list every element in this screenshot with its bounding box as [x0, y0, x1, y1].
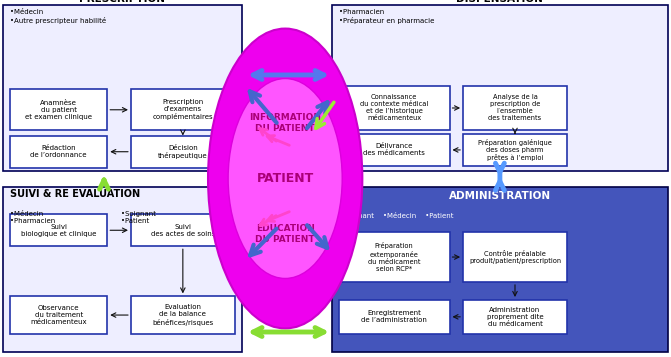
Text: Anamnèse
du patient
et examen clinique: Anamnèse du patient et examen clinique: [25, 100, 92, 120]
Text: Prescription
d’examens
complémentaires: Prescription d’examens complémentaires: [152, 99, 213, 120]
Text: Contrôle préalable
produit/patient/prescription: Contrôle préalable produit/patient/presc…: [469, 250, 561, 264]
Text: Délivrance
des médicaments: Délivrance des médicaments: [363, 144, 425, 156]
Text: Observance
du traitement
médicamenteux: Observance du traitement médicamenteux: [30, 305, 87, 325]
Text: Décision
thérapeutique: Décision thérapeutique: [158, 145, 207, 159]
FancyBboxPatch shape: [10, 214, 107, 246]
Text: •Pharmacien
•Préparateur en pharmacie: •Pharmacien •Préparateur en pharmacie: [339, 9, 434, 24]
FancyBboxPatch shape: [10, 296, 107, 334]
FancyBboxPatch shape: [10, 136, 107, 168]
Text: •Médecin
•Autre prescripteur habilité: •Médecin •Autre prescripteur habilité: [10, 9, 106, 24]
FancyBboxPatch shape: [463, 134, 567, 166]
Text: •Soignant    •Médecin    •Patient: •Soignant •Médecin •Patient: [339, 212, 454, 220]
FancyBboxPatch shape: [131, 296, 235, 334]
Ellipse shape: [208, 29, 362, 328]
Text: Préparation galénique
des doses pharm
prêtes à l’emploi: Préparation galénique des doses pharm pr…: [478, 139, 552, 161]
Text: Evaluation
de la balance
bénéfices/risques: Evaluation de la balance bénéfices/risqu…: [152, 305, 213, 326]
FancyBboxPatch shape: [463, 232, 567, 282]
Text: Analyse de la
prescription de
l’ensemble
des traitements: Analyse de la prescription de l’ensemble…: [488, 95, 541, 121]
Ellipse shape: [228, 79, 342, 278]
Text: PATIENT: PATIENT: [256, 172, 314, 185]
Text: DISPENSATION: DISPENSATION: [456, 0, 544, 4]
Text: •Médecin
•Pharmacien: •Médecin •Pharmacien: [10, 211, 55, 224]
Text: INFORMATION
DU PATIENT: INFORMATION DU PATIENT: [249, 114, 321, 133]
FancyBboxPatch shape: [332, 5, 668, 171]
Text: SUIVI & RE EVALUATION: SUIVI & RE EVALUATION: [10, 189, 140, 199]
Text: Administration
proprement dite
du médicament: Administration proprement dite du médica…: [486, 307, 544, 327]
Text: ÉDUCATION
DU PATIENT: ÉDUCATION DU PATIENT: [256, 224, 315, 243]
FancyBboxPatch shape: [339, 134, 450, 166]
FancyBboxPatch shape: [339, 232, 450, 282]
FancyBboxPatch shape: [131, 136, 235, 168]
FancyBboxPatch shape: [332, 187, 668, 352]
FancyBboxPatch shape: [131, 89, 235, 130]
Text: Enregistrement
de l’administration: Enregistrement de l’administration: [361, 310, 427, 323]
FancyBboxPatch shape: [463, 86, 567, 130]
Text: Préparation
extemporanée
du médicament
selon RCP*: Préparation extemporanée du médicament s…: [368, 242, 421, 272]
Text: Rédaction
de l’ordonnance: Rédaction de l’ordonnance: [30, 145, 87, 158]
Text: PRESCRIPTION: PRESCRIPTION: [79, 0, 166, 4]
Text: Suivi
des actes de soins: Suivi des actes de soins: [151, 224, 215, 237]
FancyBboxPatch shape: [3, 187, 242, 352]
Text: Suivi
biologique et clinique: Suivi biologique et clinique: [21, 224, 97, 237]
FancyBboxPatch shape: [339, 300, 450, 334]
FancyBboxPatch shape: [10, 89, 107, 130]
Text: Connaissance
du contexte médical
et de l’historique
médicamenteux: Connaissance du contexte médical et de l…: [360, 95, 428, 121]
FancyBboxPatch shape: [3, 5, 242, 171]
Text: ADMINISTRATION: ADMINISTRATION: [449, 191, 551, 201]
FancyBboxPatch shape: [463, 300, 567, 334]
Text: •Soignant
•Patient: •Soignant •Patient: [121, 211, 156, 224]
FancyBboxPatch shape: [131, 214, 235, 246]
FancyBboxPatch shape: [339, 86, 450, 130]
